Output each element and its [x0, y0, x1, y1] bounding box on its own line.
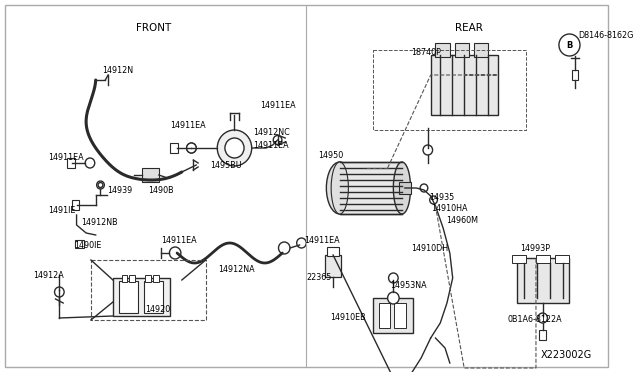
Text: 1490IE: 1490IE — [75, 241, 102, 250]
Text: 1491IE: 1491IE — [48, 205, 76, 215]
Text: 14910DH: 14910DH — [412, 244, 449, 253]
Text: 14911EA: 14911EA — [260, 100, 296, 109]
Bar — [325, 255, 340, 277]
Text: 1490B: 1490B — [148, 186, 174, 195]
Bar — [153, 275, 159, 282]
Circle shape — [187, 143, 196, 153]
Text: B: B — [566, 41, 573, 49]
Bar — [129, 275, 135, 282]
Bar — [340, 162, 402, 214]
Text: 14910HA: 14910HA — [431, 203, 467, 212]
Circle shape — [170, 247, 181, 259]
Text: FRONT: FRONT — [136, 23, 171, 33]
Bar — [431, 55, 498, 115]
Bar — [67, 158, 75, 168]
Text: 14960M: 14960M — [446, 215, 478, 224]
Circle shape — [538, 313, 547, 323]
Circle shape — [420, 184, 428, 192]
Text: 14920: 14920 — [145, 305, 171, 314]
Bar — [394, 303, 406, 328]
Text: 14912N: 14912N — [102, 65, 134, 74]
Bar — [327, 247, 339, 256]
Text: 14953NA: 14953NA — [390, 280, 427, 289]
Bar — [170, 143, 178, 153]
Circle shape — [388, 292, 399, 304]
Bar — [75, 240, 84, 248]
Circle shape — [273, 135, 282, 144]
Text: D8146-8162G: D8146-8162G — [578, 31, 634, 39]
Text: 14911EA: 14911EA — [305, 235, 340, 244]
Circle shape — [97, 181, 104, 189]
Ellipse shape — [394, 162, 411, 214]
Bar — [539, 330, 547, 340]
Text: 14939: 14939 — [107, 186, 132, 195]
Text: 0B1A6-8122A: 0B1A6-8122A — [508, 315, 562, 324]
Bar — [536, 255, 550, 263]
Bar — [399, 182, 411, 194]
Text: 14912A: 14912A — [33, 270, 64, 279]
Text: 1495BU: 1495BU — [211, 160, 243, 170]
Bar — [512, 255, 526, 263]
Text: 14910EB: 14910EB — [330, 314, 366, 323]
Circle shape — [559, 34, 580, 56]
Text: 14935: 14935 — [429, 192, 454, 202]
Text: X223002G: X223002G — [540, 350, 591, 360]
Text: 14911EA: 14911EA — [170, 121, 206, 129]
Text: 14912NB: 14912NB — [81, 218, 118, 227]
Bar — [141, 168, 159, 182]
Bar — [145, 275, 151, 282]
Text: 22365: 22365 — [307, 273, 332, 282]
Bar — [122, 275, 127, 282]
Circle shape — [278, 242, 290, 254]
Bar — [118, 281, 138, 313]
Text: 14911EA: 14911EA — [48, 153, 83, 161]
Circle shape — [217, 130, 252, 166]
Circle shape — [187, 143, 196, 153]
Circle shape — [85, 158, 95, 168]
Text: 14950: 14950 — [317, 151, 343, 160]
Circle shape — [225, 138, 244, 158]
Bar — [379, 303, 390, 328]
Bar — [572, 70, 578, 80]
Bar — [143, 281, 163, 313]
Circle shape — [54, 287, 64, 297]
Text: REAR: REAR — [455, 23, 483, 33]
Bar — [373, 298, 413, 333]
Text: 14911EA: 14911EA — [161, 235, 196, 244]
Circle shape — [388, 273, 398, 283]
Ellipse shape — [331, 162, 348, 214]
Ellipse shape — [326, 162, 353, 214]
Text: 14911EA: 14911EA — [253, 141, 288, 150]
Text: 14912NA: 14912NA — [218, 266, 255, 275]
Bar — [555, 255, 570, 263]
Bar — [517, 258, 570, 303]
Bar — [72, 200, 79, 210]
Text: 14912NC: 14912NC — [253, 128, 289, 137]
Circle shape — [423, 145, 433, 155]
Bar — [474, 43, 488, 57]
Circle shape — [98, 183, 103, 187]
Bar — [454, 43, 469, 57]
Bar — [113, 278, 170, 316]
Text: 18740P: 18740P — [412, 48, 442, 57]
Bar — [435, 43, 450, 57]
Circle shape — [429, 196, 437, 204]
Circle shape — [297, 238, 307, 248]
Text: 14993P: 14993P — [521, 244, 550, 253]
